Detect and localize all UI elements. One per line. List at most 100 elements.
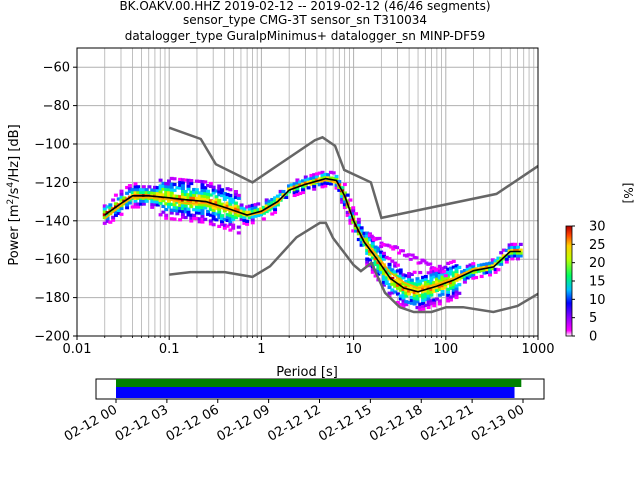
- heatmap-cell: [421, 275, 426, 280]
- heatmap-cell: [440, 292, 445, 296]
- heatmap-cell: [217, 198, 222, 203]
- y-axis-label: Power [m2/s4/Hz] [dB]: [6, 124, 22, 265]
- heatmap-cell: [432, 281, 437, 285]
- heatmap-cell: [373, 262, 378, 267]
- heatmap-cell: [166, 202, 171, 206]
- heatmap-cell: [178, 206, 183, 210]
- heatmap-cell: [356, 226, 361, 230]
- heatmap-cell: [423, 286, 428, 290]
- heatmap-cell: [208, 204, 213, 209]
- heatmap-cell: [423, 295, 428, 299]
- heatmap-cell: [476, 269, 481, 273]
- heatmap-cell: [485, 268, 490, 272]
- colorbar-tick-label: 5: [589, 311, 597, 326]
- heatmap-cell: [507, 252, 512, 256]
- heatmap-cell: [217, 216, 222, 220]
- heatmap-cell: [376, 246, 381, 250]
- heatmap-cell: [446, 299, 451, 303]
- heatmap-cell: [387, 271, 392, 275]
- heatmap-cell: [429, 290, 434, 294]
- heatmap-cell: [415, 291, 420, 295]
- heatmap-cell: [457, 265, 462, 269]
- heatmap-cell: [267, 208, 272, 212]
- heatmap-cell: [192, 216, 197, 220]
- heatmap-cell: [418, 288, 423, 292]
- heatmap-cell: [317, 177, 322, 181]
- heatmap-cell: [208, 207, 213, 212]
- heatmap-cell: [217, 193, 222, 197]
- heatmap-cell: [161, 181, 166, 185]
- colorbar-tick-label: 25: [589, 238, 606, 253]
- heatmap-cell: [194, 205, 199, 209]
- heatmap-cell: [183, 192, 188, 197]
- heatmap-cell: [390, 279, 395, 283]
- heatmap-cell: [451, 294, 456, 298]
- heatmap-cell: [457, 277, 462, 281]
- heatmap-cell: [446, 261, 451, 266]
- heatmap-cell: [292, 193, 297, 198]
- heatmap-cell: [239, 209, 244, 213]
- heatmap-cell: [432, 298, 437, 302]
- y-axis: −200 −180 −160 −140 −120 −100 −80 −60: [34, 61, 77, 345]
- heatmap-cell: [454, 269, 459, 274]
- heatmap-cell: [203, 203, 208, 207]
- heatmap-cell: [435, 280, 439, 284]
- heatmap-cell: [194, 191, 199, 195]
- heatmap-cell: [476, 263, 481, 268]
- heatmap-cell: [250, 209, 255, 213]
- heatmap-cell: [155, 191, 160, 196]
- heatmap-cell: [415, 282, 420, 287]
- heatmap-cell: [485, 262, 490, 266]
- x-tick-label: 1000: [521, 342, 554, 357]
- heatmap-cell: [166, 205, 171, 209]
- heatmap-cell: [158, 184, 163, 188]
- heatmap-cell: [412, 282, 417, 286]
- heatmap-cell: [370, 253, 375, 257]
- heatmap-cell: [211, 208, 216, 212]
- heatmap-cell: [192, 196, 197, 200]
- colorbar-tick-label: 20: [589, 256, 606, 271]
- heatmap-cell: [488, 264, 493, 268]
- heatmap-cell: [200, 182, 205, 187]
- heatmap-cell: [510, 242, 515, 246]
- heatmap-cell: [303, 181, 308, 185]
- heatmap-cell: [320, 182, 325, 186]
- heatmap-cell: [197, 179, 202, 184]
- heatmap-cell: [415, 280, 420, 284]
- heatmap-cell: [119, 212, 124, 216]
- heatmap-cell: [488, 261, 493, 265]
- timeline-tick-label: 02-12 00: [62, 402, 120, 444]
- heatmap-cell: [214, 195, 219, 199]
- heatmap-cell: [376, 272, 381, 276]
- heatmap-cell: [217, 201, 222, 205]
- heatmap-cell: [432, 289, 437, 293]
- heatmap-cell: [105, 216, 110, 221]
- heatmap-cell: [228, 199, 233, 203]
- heatmap-cell: [125, 206, 130, 210]
- heatmap-cell: [203, 217, 208, 221]
- heatmap-cell: [398, 271, 403, 275]
- heatmap-cell: [421, 278, 426, 282]
- heatmap-cell: [214, 206, 219, 210]
- heatmap-cell: [496, 259, 501, 263]
- heatmap-cell: [180, 178, 185, 182]
- heatmap-cell: [418, 308, 423, 312]
- heatmap-cell: [228, 228, 233, 232]
- heatmap-cell: [261, 205, 266, 210]
- heatmap-cell: [169, 176, 174, 181]
- heatmap-cell: [421, 293, 426, 297]
- heatmap-cell: [334, 174, 339, 179]
- heatmap-cell: [404, 282, 409, 287]
- heatmap-cell: [435, 285, 439, 290]
- heatmap-cell: [398, 297, 403, 301]
- heatmap-cell: [139, 199, 144, 203]
- heatmap-cell: [426, 288, 431, 292]
- heatmap-cell: [264, 209, 269, 214]
- heatmap-cell: [368, 252, 372, 256]
- heatmap-cell: [175, 212, 180, 216]
- heatmap-cell: [164, 213, 169, 217]
- heatmap-cell: [300, 190, 305, 195]
- heatmap-cell: [513, 251, 518, 255]
